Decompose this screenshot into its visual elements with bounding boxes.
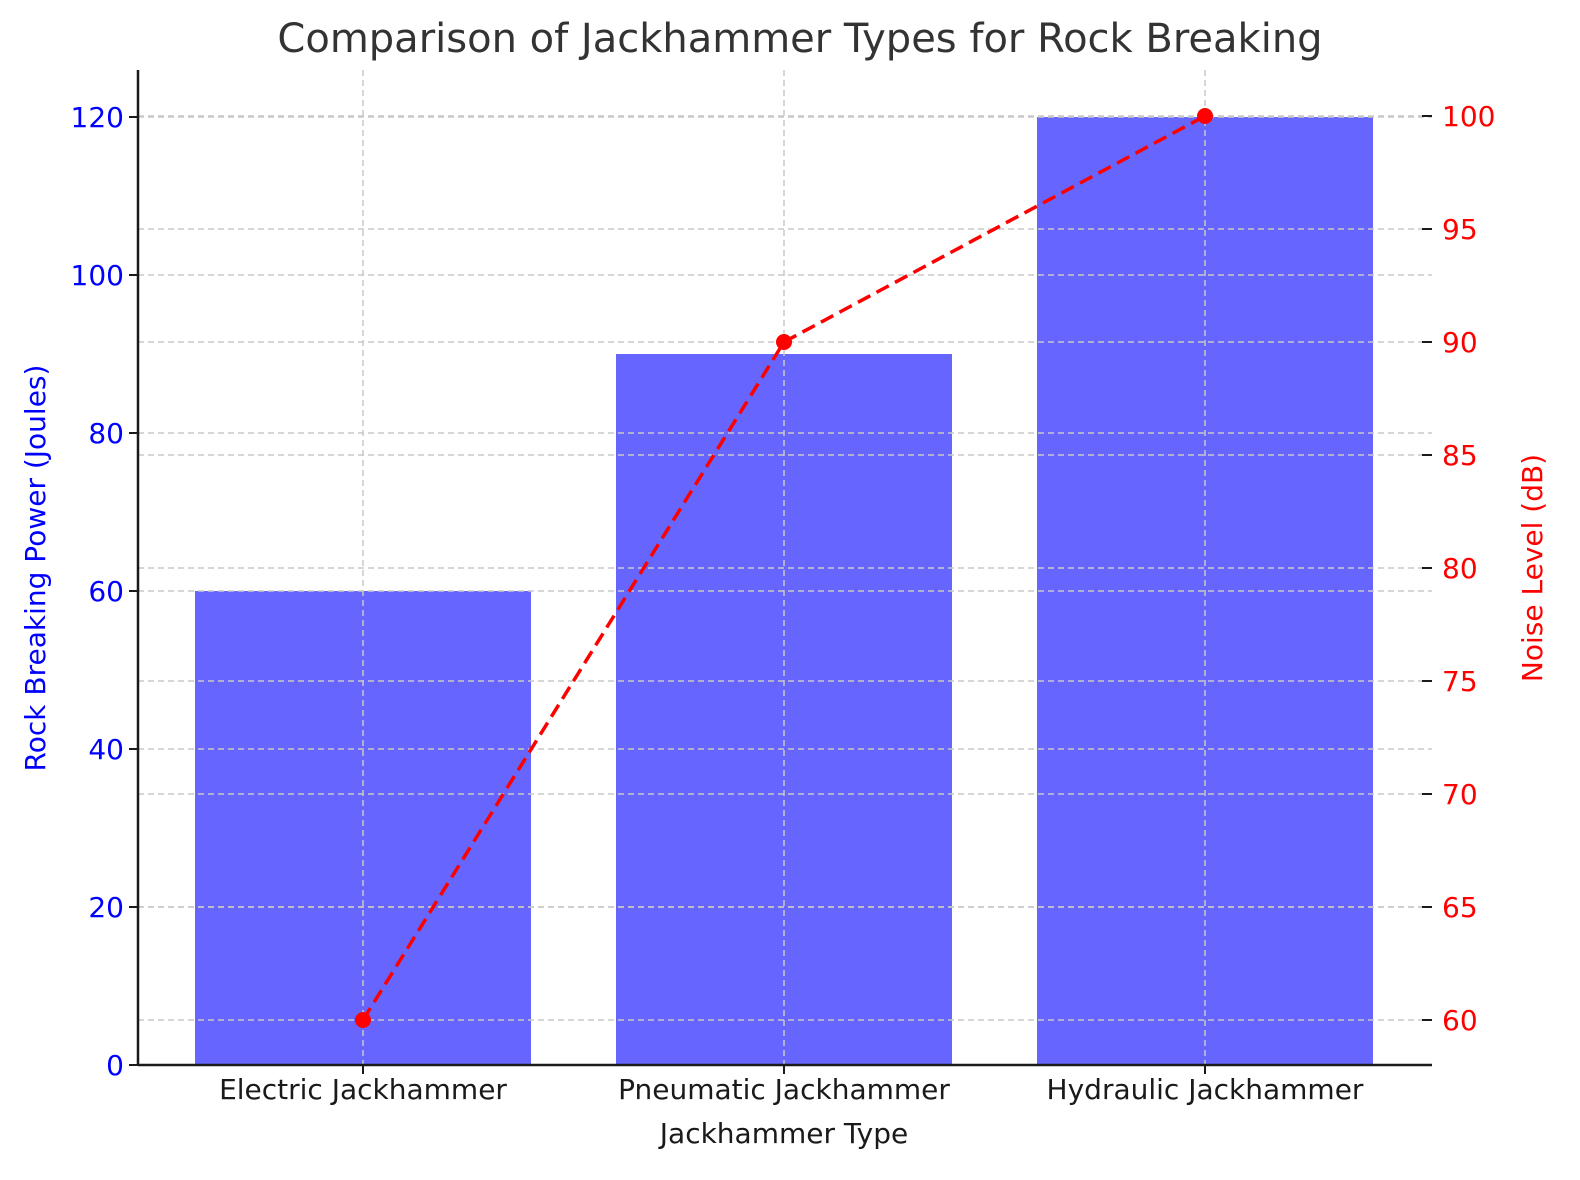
right-axis-label: Noise Level (dB) [1516, 454, 1549, 682]
x-tick-label: Hydraulic Jackhammer [1047, 1073, 1364, 1106]
x-tick-label: Pneumatic Jackhammer [618, 1073, 950, 1106]
chart-title: Comparison of Jackhammer Types for Rock … [277, 16, 1322, 62]
left-tick-label: 120 [71, 101, 124, 134]
left-tick-label: 20 [88, 891, 124, 924]
right-tick-label: 65 [1442, 891, 1478, 924]
right-tick-label: 100 [1442, 100, 1495, 133]
right-tick-label: 70 [1442, 778, 1478, 811]
right-tick-label: 95 [1442, 213, 1478, 246]
right-tick-label: 85 [1442, 439, 1478, 472]
right-tick-label: 60 [1442, 1004, 1478, 1037]
right-tick-label: 75 [1442, 665, 1478, 698]
noise-marker [776, 334, 792, 350]
left-tick-label: 60 [88, 575, 124, 608]
left-tick-label: 80 [88, 417, 124, 450]
right-tick-label: 90 [1442, 326, 1478, 359]
right-tick-label: 80 [1442, 552, 1478, 585]
noise-marker [355, 1012, 371, 1028]
x-tick-label: Electric Jackhammer [219, 1073, 507, 1106]
left-tick-label: 0 [106, 1049, 124, 1082]
left-axis-label: Rock Breaking Power (Joules) [19, 365, 52, 772]
left-tick-label: 40 [88, 733, 124, 766]
noise-marker [1197, 108, 1213, 124]
x-axis-label: Jackhammer Type [658, 1117, 908, 1150]
left-tick-label: 100 [71, 259, 124, 292]
